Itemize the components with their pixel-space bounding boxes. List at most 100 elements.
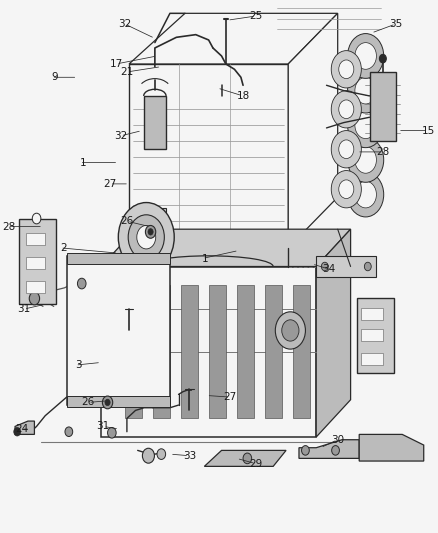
- Circle shape: [355, 181, 376, 208]
- Polygon shape: [26, 257, 45, 269]
- Text: 34: 34: [323, 264, 336, 274]
- Text: 25: 25: [250, 11, 263, 21]
- Text: 32: 32: [113, 131, 127, 141]
- Text: 32: 32: [118, 19, 131, 29]
- Text: 27: 27: [103, 179, 116, 189]
- Circle shape: [14, 427, 21, 436]
- Polygon shape: [299, 440, 359, 458]
- Polygon shape: [125, 285, 142, 418]
- Text: 35: 35: [389, 19, 403, 29]
- Polygon shape: [205, 450, 286, 466]
- Circle shape: [348, 34, 384, 78]
- Text: 18: 18: [237, 91, 250, 101]
- Polygon shape: [19, 219, 56, 304]
- Polygon shape: [293, 285, 310, 418]
- Text: 1: 1: [79, 158, 86, 167]
- Polygon shape: [129, 13, 338, 64]
- Text: 3: 3: [75, 360, 82, 370]
- Circle shape: [301, 446, 309, 455]
- Circle shape: [331, 171, 361, 208]
- Circle shape: [332, 446, 339, 455]
- Text: 29: 29: [250, 459, 263, 469]
- Circle shape: [142, 448, 155, 463]
- Circle shape: [145, 225, 156, 238]
- Circle shape: [348, 103, 384, 148]
- Circle shape: [379, 54, 386, 63]
- Text: 27: 27: [224, 392, 237, 402]
- Circle shape: [148, 229, 153, 235]
- Text: 28: 28: [376, 147, 390, 157]
- Circle shape: [339, 100, 354, 118]
- Polygon shape: [129, 261, 166, 269]
- Polygon shape: [237, 285, 254, 418]
- Text: 21: 21: [120, 67, 133, 77]
- Circle shape: [355, 77, 376, 104]
- Circle shape: [331, 131, 361, 168]
- Text: 30: 30: [331, 435, 344, 445]
- Text: 17: 17: [110, 59, 123, 69]
- Polygon shape: [131, 208, 166, 264]
- Circle shape: [348, 138, 384, 182]
- Polygon shape: [67, 253, 170, 264]
- Polygon shape: [288, 13, 338, 248]
- Circle shape: [128, 215, 164, 260]
- Polygon shape: [316, 256, 376, 277]
- Polygon shape: [359, 434, 424, 461]
- Circle shape: [108, 427, 116, 438]
- Bar: [370, 72, 396, 141]
- Polygon shape: [265, 285, 282, 418]
- Text: 1: 1: [202, 254, 208, 263]
- Polygon shape: [361, 353, 383, 365]
- Circle shape: [137, 225, 156, 249]
- Circle shape: [355, 147, 376, 173]
- Circle shape: [120, 320, 138, 341]
- Polygon shape: [15, 421, 35, 434]
- Circle shape: [105, 399, 110, 406]
- Polygon shape: [101, 229, 350, 266]
- Text: 28: 28: [2, 222, 15, 231]
- Polygon shape: [357, 298, 394, 373]
- Text: 2: 2: [60, 243, 67, 253]
- Text: 31: 31: [96, 422, 110, 431]
- Circle shape: [331, 51, 361, 88]
- Circle shape: [339, 60, 354, 79]
- Circle shape: [118, 203, 174, 272]
- Circle shape: [331, 91, 361, 128]
- Polygon shape: [361, 308, 383, 320]
- Circle shape: [321, 262, 328, 271]
- Circle shape: [276, 312, 305, 349]
- Circle shape: [355, 43, 376, 69]
- Circle shape: [157, 449, 166, 459]
- Polygon shape: [67, 256, 170, 405]
- Polygon shape: [153, 285, 170, 418]
- Bar: [144, 96, 166, 149]
- Polygon shape: [181, 285, 198, 418]
- Polygon shape: [208, 285, 226, 418]
- Circle shape: [32, 213, 41, 224]
- Circle shape: [78, 278, 86, 289]
- Circle shape: [339, 140, 354, 159]
- Circle shape: [243, 453, 252, 464]
- Circle shape: [65, 427, 73, 437]
- Circle shape: [348, 172, 384, 217]
- Circle shape: [29, 292, 39, 305]
- Text: 24: 24: [15, 424, 28, 434]
- Polygon shape: [129, 64, 288, 248]
- Circle shape: [364, 262, 371, 271]
- Circle shape: [114, 312, 144, 349]
- Polygon shape: [26, 233, 45, 245]
- Polygon shape: [361, 329, 383, 341]
- Polygon shape: [67, 396, 170, 407]
- Circle shape: [355, 112, 376, 139]
- Polygon shape: [101, 266, 316, 437]
- Circle shape: [102, 396, 113, 409]
- Text: 15: 15: [421, 126, 435, 135]
- Text: 26: 26: [120, 216, 133, 226]
- Circle shape: [282, 320, 299, 341]
- Text: 9: 9: [51, 72, 58, 82]
- Polygon shape: [26, 281, 45, 293]
- Circle shape: [348, 68, 384, 113]
- Text: 33: 33: [183, 451, 196, 461]
- Circle shape: [339, 180, 354, 198]
- Text: 31: 31: [17, 304, 30, 314]
